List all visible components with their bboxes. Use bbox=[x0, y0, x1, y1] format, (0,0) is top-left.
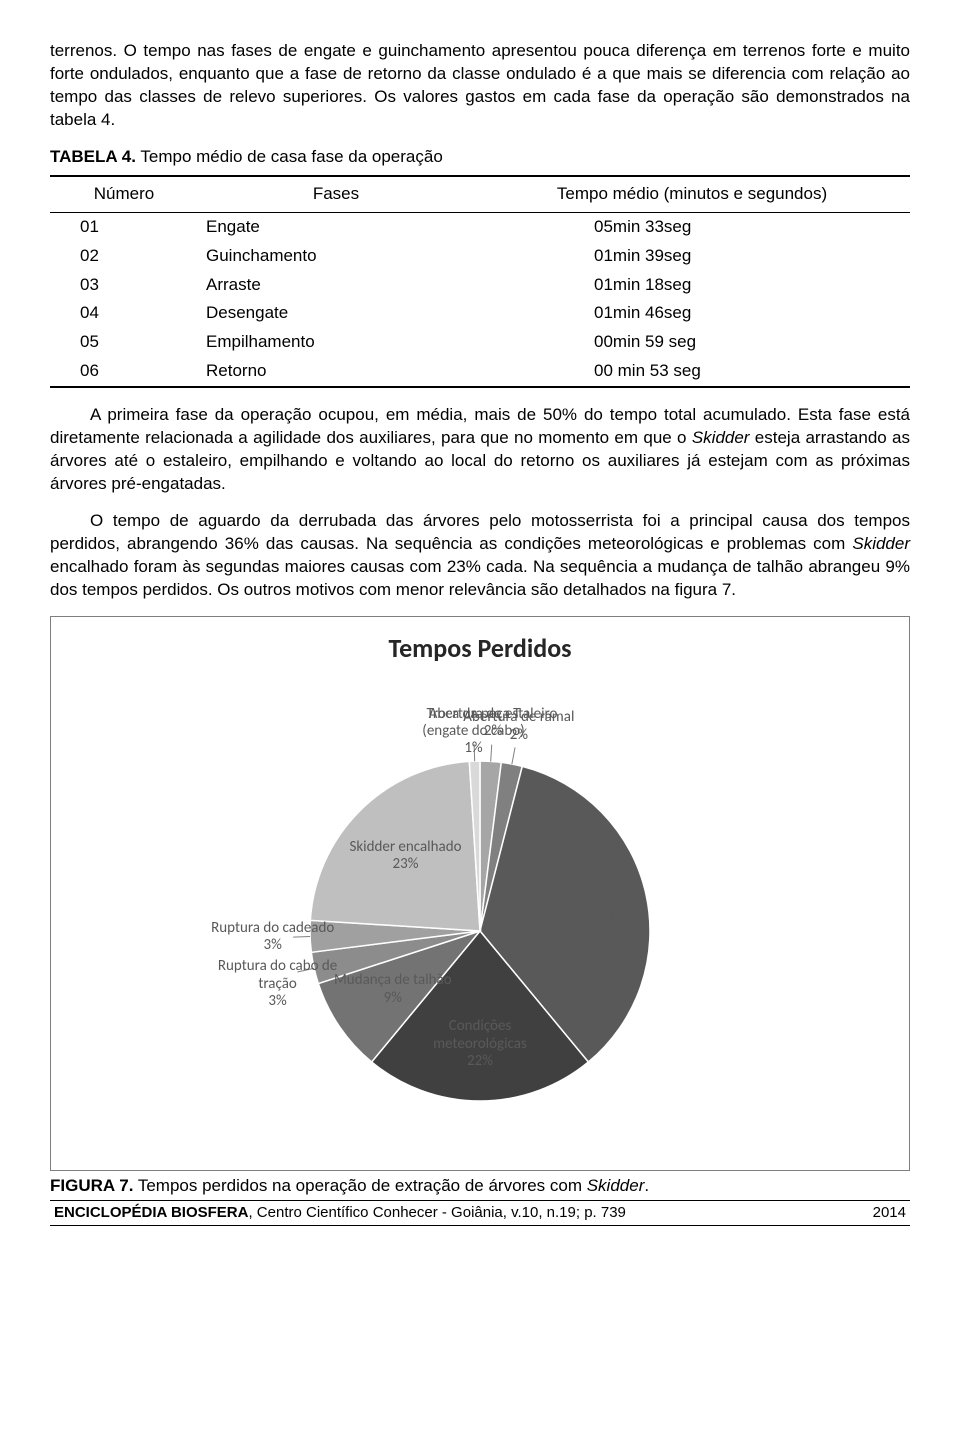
table-4: Número Fases Tempo médio (minutos e segu… bbox=[50, 175, 910, 389]
chart-title: Tempos Perdidos bbox=[61, 631, 899, 666]
table-caption-text: Tempo médio de casa fase da operação bbox=[136, 147, 443, 166]
figure-caption-c: . bbox=[644, 1176, 649, 1195]
table-caption-label: TABELA 4. bbox=[50, 147, 136, 166]
pie-label: Aguardando derrubada35% bbox=[518, 890, 648, 942]
paragraph-3-c: encalhado foram às segundas maiores caus… bbox=[50, 557, 910, 599]
pie-label: Skidder encalhado23% bbox=[340, 839, 470, 874]
pie-label: Troca da peça T (engate do cabo)1% bbox=[408, 706, 538, 758]
pie-label: Ruptura do cadeado3% bbox=[208, 920, 338, 955]
paragraph-2: A primeira fase da operação ocupou, em m… bbox=[50, 404, 910, 496]
table-row: 02Guinchamento01min 39seg bbox=[50, 242, 910, 271]
cell-tempo: 01min 18seg bbox=[474, 271, 910, 300]
cell-tempo: 00min 59 seg bbox=[474, 328, 910, 357]
cell-tempo: 05min 33seg bbox=[474, 212, 910, 241]
table-row: 01Engate05min 33seg bbox=[50, 212, 910, 241]
table-caption: TABELA 4. Tempo médio de casa fase da op… bbox=[50, 146, 910, 169]
pie-label-pct: 22% bbox=[415, 1053, 545, 1070]
paragraph-3: O tempo de aguardo da derrubada das árvo… bbox=[50, 510, 910, 602]
page-footer: ENCICLOPÉDIA BIOSFERA, Centro Científico… bbox=[50, 1200, 910, 1226]
table-row: 06Retorno00 min 53 seg bbox=[50, 357, 910, 387]
pie-label-pct: 9% bbox=[328, 990, 458, 1007]
cell-numero: 01 bbox=[50, 212, 198, 241]
footer-year: 2014 bbox=[873, 1203, 906, 1223]
cell-numero: 02 bbox=[50, 242, 198, 271]
table-row: 04Desengate01min 46seg bbox=[50, 299, 910, 328]
pie-label: Ruptura do cabo de tração3% bbox=[213, 958, 343, 1010]
table-row: 05Empilhamento00min 59 seg bbox=[50, 328, 910, 357]
pie-label-name: Troca da peça T (engate do cabo) bbox=[408, 706, 538, 741]
paragraph-3-a: O tempo de aguardo da derrubada das árvo… bbox=[50, 511, 910, 553]
cell-tempo: 01min 46seg bbox=[474, 299, 910, 328]
footer-publisher: , Centro Científico Conhecer - Goiânia, … bbox=[248, 1204, 600, 1221]
paragraph-2-skidder: Skidder bbox=[692, 428, 750, 447]
table-header-tempo: Tempo médio (minutos e segundos) bbox=[474, 176, 910, 212]
cell-fase: Engate bbox=[198, 212, 474, 241]
cell-fase: Arraste bbox=[198, 271, 474, 300]
figure-caption: FIGURA 7. Tempos perdidos na operação de… bbox=[50, 1175, 910, 1198]
pie-label-pct: 3% bbox=[208, 937, 338, 954]
figure-caption-label: FIGURA 7. bbox=[50, 1176, 133, 1195]
footer-left: ENCICLOPÉDIA BIOSFERA, Centro Científico… bbox=[54, 1203, 626, 1223]
table-header-numero: Número bbox=[50, 176, 198, 212]
table-header-fases: Fases bbox=[198, 176, 474, 212]
cell-fase: Empilhamento bbox=[198, 328, 474, 357]
pie-label: Condições meteorológicas22% bbox=[415, 1018, 545, 1070]
cell-numero: 06 bbox=[50, 357, 198, 387]
pie-label-name: Aguardando derrubada bbox=[518, 890, 648, 925]
pie-label-pct: 1% bbox=[408, 740, 538, 757]
pie-label-name: Ruptura do cabo de tração bbox=[213, 958, 343, 993]
cell-fase: Guinchamento bbox=[198, 242, 474, 271]
cell-numero: 03 bbox=[50, 271, 198, 300]
cell-tempo: 01min 39seg bbox=[474, 242, 910, 271]
pie-label-name: Skidder encalhado bbox=[340, 839, 470, 856]
table-header-row: Número Fases Tempo médio (minutos e segu… bbox=[50, 176, 910, 212]
cell-numero: 04 bbox=[50, 299, 198, 328]
chart-area: Abertura de estaleiro2%Abertura de ramal… bbox=[61, 672, 899, 1152]
paragraph-1: terrenos. O tempo nas fases de engate e … bbox=[50, 40, 910, 132]
paragraph-3-skidder: Skidder bbox=[852, 534, 910, 553]
cell-numero: 05 bbox=[50, 328, 198, 357]
cell-tempo: 00 min 53 seg bbox=[474, 357, 910, 387]
figure-caption-a: Tempos perdidos na operação de extração … bbox=[133, 1176, 586, 1195]
figure-caption-skidder: Skidder bbox=[587, 1176, 645, 1195]
pie-label: Mudança de talhão9% bbox=[328, 972, 458, 1007]
table-row: 03Arraste01min 18seg bbox=[50, 271, 910, 300]
footer-page-number: 739 bbox=[601, 1204, 626, 1221]
pie-label-name: Condições meteorológicas bbox=[415, 1018, 545, 1053]
pie-label-pct: 35% bbox=[518, 925, 648, 942]
pie-chart-container: Tempos Perdidos Abertura de estaleiro2%A… bbox=[50, 616, 910, 1171]
cell-fase: Desengate bbox=[198, 299, 474, 328]
pie-label-pct: 23% bbox=[340, 856, 470, 873]
footer-journal: ENCICLOPÉDIA BIOSFERA bbox=[54, 1204, 248, 1221]
pie-label-pct: 3% bbox=[213, 993, 343, 1010]
pie-label-name: Ruptura do cadeado bbox=[208, 920, 338, 937]
pie-label-name: Mudança de talhão bbox=[328, 972, 458, 989]
cell-fase: Retorno bbox=[198, 357, 474, 387]
